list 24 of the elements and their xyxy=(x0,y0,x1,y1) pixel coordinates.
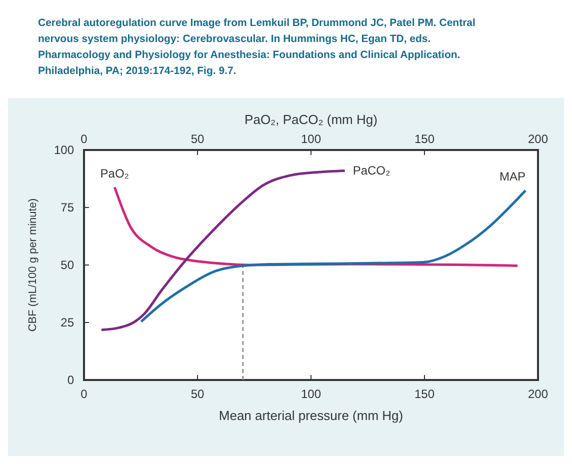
x2-tick-label: 150 xyxy=(414,387,435,401)
line-series xyxy=(100,169,346,332)
line-series xyxy=(140,189,527,323)
x2-tick-label: 0 xyxy=(80,387,88,401)
x-tick-label: 200 xyxy=(528,132,548,146)
series-label: PaCO₂ xyxy=(352,164,390,178)
y-tick-label: 75 xyxy=(60,200,74,214)
y-tick-label: 100 xyxy=(54,143,74,157)
x2-tick-label: 200 xyxy=(528,387,548,401)
x-axis-title: Mean arterial pressure (mm Hg) xyxy=(218,408,404,423)
series-label: PaO₂ xyxy=(100,166,130,180)
x-tick-label: 100 xyxy=(300,132,322,146)
y-axis-title: CBF (mL/100 g per minute) xyxy=(27,198,39,332)
series-label: MAP xyxy=(500,169,526,184)
x-tick-label: 0 xyxy=(80,132,88,146)
x2-tick-label: 100 xyxy=(300,387,322,401)
y-tick-label: 25 xyxy=(60,316,74,330)
y-tick-label: 0 xyxy=(67,373,74,387)
x-tick-label: 150 xyxy=(414,132,435,146)
x-tick-label: 50 xyxy=(190,132,204,146)
y-tick-label: 50 xyxy=(60,258,74,272)
x2-axis-title: PaO₂, PaCO₂ (mm Hg) xyxy=(244,112,378,127)
chart-title: Cerebral autoregulation curve Image from Lemkuil BP, Drummond JC, Patel PM. Central nervous system physiology: Cerebrovascular. In Hummings HC, Egan TD, eds. Pharmacology and Physiology for Anesthesia: Foundations and Clinical Application. Philadelphia, PA; 2019:174-192, Fig. 9.7. xyxy=(38,17,476,77)
x2-tick-label: 50 xyxy=(190,387,204,401)
